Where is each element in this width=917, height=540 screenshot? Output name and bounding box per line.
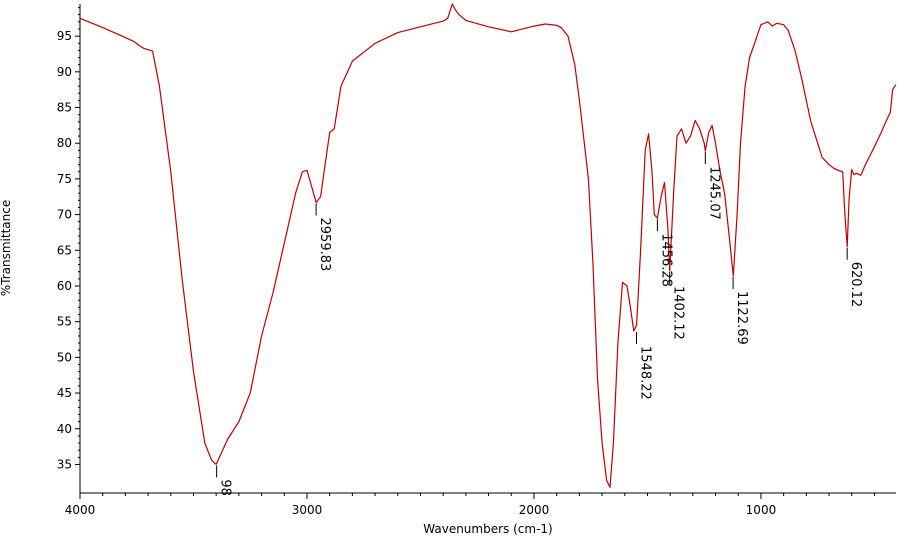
y-tick-label: 35: [57, 457, 72, 471]
series-group: [79, 3, 897, 488]
y-tick-label: 85: [57, 101, 72, 115]
x-tick-label: 2000: [519, 503, 550, 517]
x-tick-label: 1000: [746, 503, 777, 517]
spectrum-line: [79, 3, 897, 488]
y-tick-label: 65: [57, 243, 72, 257]
y-tick-label: 75: [57, 172, 72, 186]
peak-label: 1456.28: [658, 233, 673, 287]
peak-label: 98: [218, 479, 233, 496]
y-tick-label: 95: [57, 29, 72, 43]
y-tick-label: 55: [57, 315, 72, 329]
peak-label: 1122.69: [734, 291, 749, 345]
peak-label: 1548.22: [638, 346, 653, 400]
axes: [79, 4, 896, 494]
y-ticks: 35 40 45 50 55 60 65 70 75 80 85 90 95: [57, 7, 80, 471]
y-axis-title: %Transmittance: [0, 200, 13, 297]
y-tick-label: 60: [57, 279, 72, 293]
peak-label: 1245.07: [706, 166, 721, 220]
y-tick-label: 80: [57, 136, 72, 150]
y-tick-label: 50: [57, 350, 72, 364]
y-tick-label: 90: [57, 65, 72, 79]
y-tick-label: 45: [57, 386, 72, 400]
x-ticks: 4000 3000 2000 1000: [65, 493, 875, 517]
y-tick-label: 70: [57, 208, 72, 222]
peak-label: 2959.83: [317, 218, 332, 272]
y-tick-label: 40: [57, 422, 72, 436]
x-tick-label: 4000: [65, 503, 96, 517]
peak-label: 1402.12: [671, 286, 686, 340]
x-axis-title: Wavenumbers (cm-1): [423, 522, 552, 536]
x-tick-label: 3000: [292, 503, 323, 517]
peak-label: 620.12: [848, 262, 863, 308]
